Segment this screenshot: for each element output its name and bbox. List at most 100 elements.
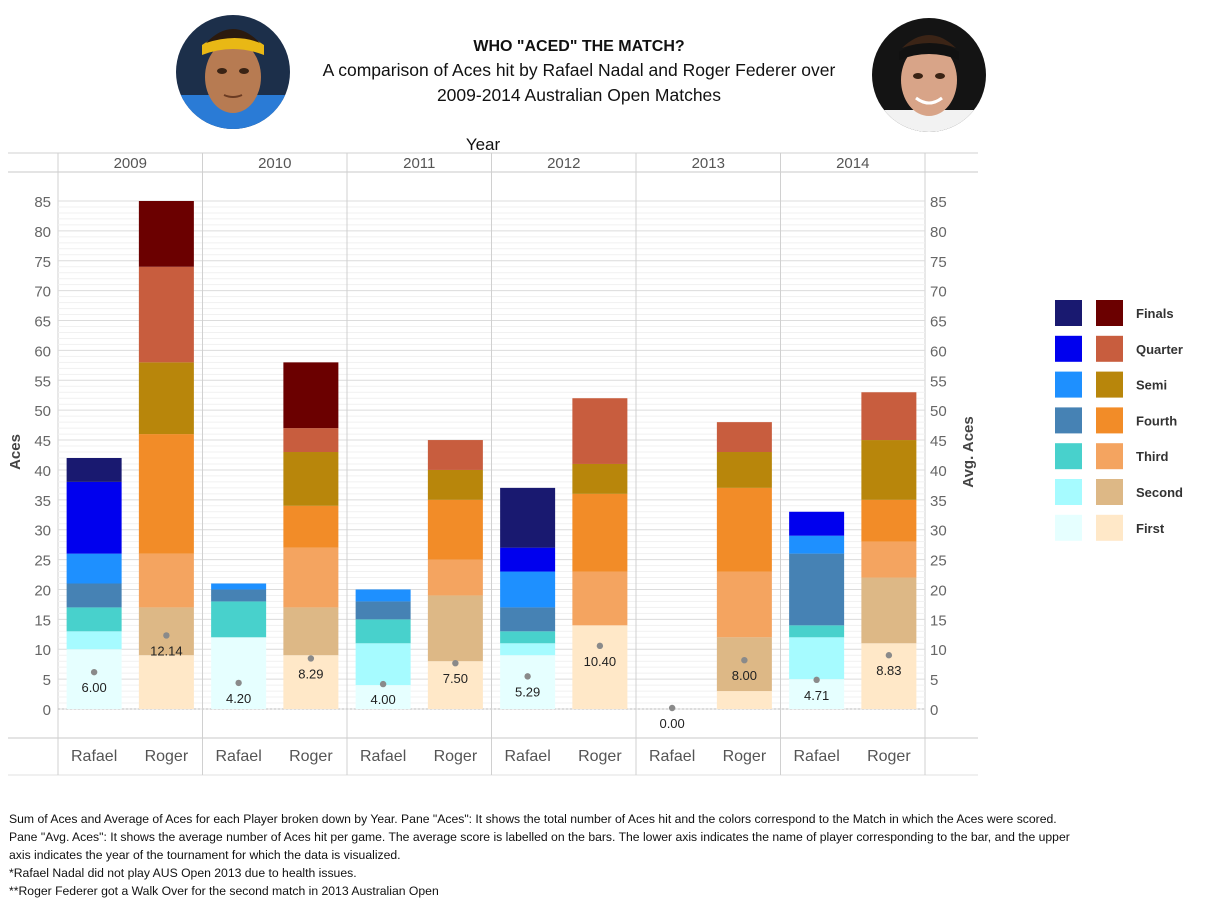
bar-segment bbox=[211, 583, 267, 590]
y-tick-label-left: 35 bbox=[34, 493, 51, 510]
bar-segment bbox=[138, 362, 194, 435]
legend-label: Fourth bbox=[1136, 413, 1177, 428]
year-label: 2012 bbox=[547, 155, 580, 172]
y-tick-label-left: 80 bbox=[34, 224, 51, 241]
player-label: Roger bbox=[434, 748, 478, 765]
bar-segment bbox=[355, 643, 411, 686]
legend-label: Finals bbox=[1136, 306, 1174, 321]
avg-label: 12.14 bbox=[150, 643, 183, 658]
bar-segment bbox=[427, 595, 483, 662]
legend-swatch-rafael bbox=[1055, 514, 1082, 541]
legend-label: First bbox=[1136, 521, 1165, 536]
y-tick-label-right: 60 bbox=[930, 343, 947, 360]
bar-segment bbox=[789, 679, 845, 709]
bar-segment bbox=[66, 649, 122, 709]
y-tick-label-left: 0 bbox=[43, 702, 51, 719]
rafael-photo-icon bbox=[176, 15, 290, 129]
player-label: Roger bbox=[578, 748, 622, 765]
bar-segment bbox=[500, 487, 556, 548]
y-tick-label-right: 50 bbox=[930, 403, 947, 420]
bar-segment bbox=[789, 625, 845, 638]
bar-segment bbox=[716, 452, 772, 488]
bar-segment bbox=[66, 481, 122, 554]
bar-segment bbox=[427, 559, 483, 596]
bar-segment bbox=[283, 505, 339, 548]
bar-segment bbox=[66, 457, 122, 482]
bar-segment bbox=[283, 607, 339, 656]
legend-swatch-rafael bbox=[1055, 371, 1082, 398]
legend-swatch-rafael bbox=[1055, 479, 1082, 505]
y-tick-label-left: 40 bbox=[34, 463, 51, 480]
y-tick-label-left: 45 bbox=[34, 433, 51, 450]
y-tick-label-left: 10 bbox=[34, 642, 51, 659]
y-tick-label-right: 15 bbox=[930, 612, 947, 629]
bar-segment bbox=[500, 631, 556, 644]
bar-segment bbox=[716, 637, 772, 692]
bar-segment bbox=[861, 499, 917, 542]
legend-label: Second bbox=[1136, 485, 1183, 500]
y-tick-label-right: 25 bbox=[930, 553, 947, 570]
bar-segment bbox=[572, 571, 628, 626]
top-axis-title: Year bbox=[466, 135, 501, 154]
bar-segment bbox=[861, 577, 917, 644]
caption-line: Pane "Avg. Aces": It shows the average n… bbox=[9, 830, 1070, 844]
bar-segment bbox=[355, 619, 411, 644]
legend-swatch-roger bbox=[1096, 514, 1123, 541]
bar-segment bbox=[861, 440, 917, 500]
y-tick-label-left: 65 bbox=[34, 314, 51, 331]
avg-point bbox=[452, 659, 459, 667]
bar-segment bbox=[500, 571, 556, 608]
bar-segment bbox=[500, 655, 556, 709]
avg-label: 8.29 bbox=[298, 666, 323, 681]
y-axis-title-left: Aces bbox=[7, 434, 24, 470]
bar-segment bbox=[283, 452, 339, 506]
bar-segment bbox=[427, 440, 483, 470]
y-tick-label-right: 0 bbox=[930, 702, 938, 719]
avg-point bbox=[307, 655, 315, 662]
bar-segment bbox=[427, 469, 483, 500]
avg-label: 5.29 bbox=[515, 684, 540, 699]
chart-title: WHO "ACED" THE MATCH? bbox=[473, 38, 685, 55]
bar-segment bbox=[572, 398, 628, 464]
legend-label: Third bbox=[1136, 449, 1169, 464]
bar-segment bbox=[138, 266, 194, 363]
player-label: Rafael bbox=[794, 748, 840, 765]
bar-segment bbox=[138, 434, 194, 554]
bar-segment bbox=[789, 553, 845, 626]
bar-segment bbox=[427, 499, 483, 560]
bar-segment bbox=[716, 571, 772, 638]
y-axis-title-right: Avg. Aces bbox=[960, 416, 977, 487]
avg-point bbox=[741, 656, 748, 664]
legend-label: Semi bbox=[1136, 378, 1167, 393]
avg-label: 6.00 bbox=[81, 680, 106, 695]
bar-segment bbox=[66, 631, 122, 650]
y-tick-label-left: 25 bbox=[34, 553, 51, 570]
y-tick-label-right: 75 bbox=[930, 254, 947, 271]
player-label: Roger bbox=[723, 748, 767, 765]
legend-swatch-roger bbox=[1096, 335, 1123, 362]
chart-subtitle-line1: A comparison of Aces hit by Rafael Nadal… bbox=[322, 60, 836, 80]
player-label: Rafael bbox=[505, 748, 551, 765]
caption-line: *Rafael Nadal did not play AUS Open 2013… bbox=[9, 866, 357, 880]
y-tick-label-right: 10 bbox=[930, 642, 947, 659]
y-tick-label-left: 50 bbox=[34, 403, 51, 420]
bar-segment bbox=[572, 463, 628, 494]
player-label: Roger bbox=[145, 748, 189, 765]
caption-line: Sum of Aces and Average of Aces for each… bbox=[9, 812, 1057, 826]
avg-label: 0.00 bbox=[659, 716, 684, 731]
avg-point bbox=[235, 679, 242, 687]
bar-segment bbox=[283, 362, 339, 429]
legend-swatch-rafael bbox=[1055, 443, 1082, 470]
bar-segment bbox=[138, 655, 194, 709]
bar-segment bbox=[716, 422, 772, 453]
avg-label: 4.20 bbox=[226, 691, 251, 706]
bar-segment bbox=[716, 487, 772, 572]
y-tick-label-right: 85 bbox=[930, 194, 947, 211]
y-tick-label-left: 70 bbox=[34, 284, 51, 301]
year-label: 2011 bbox=[403, 155, 435, 172]
year-label: 2014 bbox=[836, 155, 869, 172]
y-tick-label-right: 5 bbox=[930, 672, 938, 689]
bar-segment bbox=[211, 589, 267, 602]
year-label: 2009 bbox=[114, 155, 147, 172]
